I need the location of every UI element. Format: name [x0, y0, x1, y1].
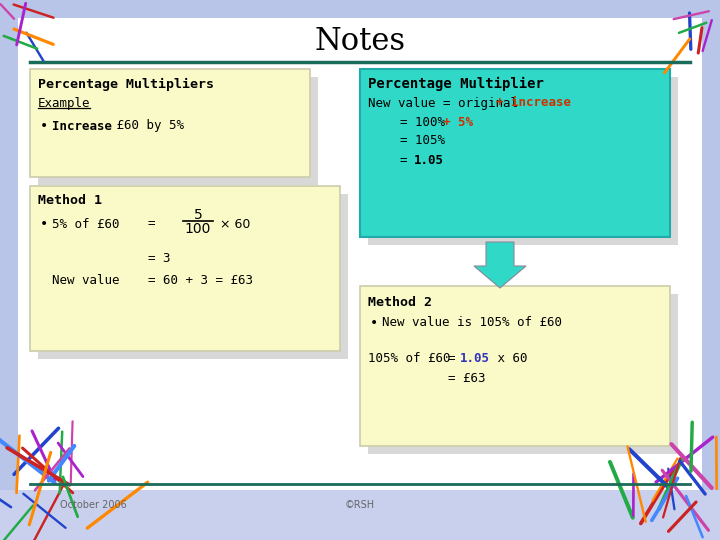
- Text: =: =: [400, 153, 415, 166]
- Text: 100: 100: [185, 222, 211, 236]
- Text: £60 by 5%: £60 by 5%: [109, 119, 184, 132]
- Text: •: •: [370, 316, 378, 330]
- Text: ©RSH: ©RSH: [345, 500, 375, 510]
- FancyBboxPatch shape: [18, 18, 702, 508]
- FancyBboxPatch shape: [360, 286, 670, 446]
- FancyBboxPatch shape: [0, 490, 720, 540]
- FancyBboxPatch shape: [30, 69, 310, 177]
- Polygon shape: [474, 242, 526, 288]
- Text: New value = original: New value = original: [368, 97, 526, 110]
- FancyBboxPatch shape: [38, 194, 348, 359]
- FancyBboxPatch shape: [38, 77, 318, 185]
- Text: = 100%: = 100%: [400, 116, 452, 129]
- Text: =: =: [448, 352, 463, 365]
- Text: October 2006: October 2006: [60, 500, 127, 510]
- Text: New value is 105% of £60: New value is 105% of £60: [382, 316, 562, 329]
- Text: + 5%: + 5%: [443, 116, 473, 129]
- Text: = 60 + 3 = £63: = 60 + 3 = £63: [148, 273, 253, 287]
- Text: 105% of £60: 105% of £60: [368, 352, 451, 365]
- FancyBboxPatch shape: [368, 77, 678, 245]
- FancyBboxPatch shape: [30, 186, 340, 351]
- FancyBboxPatch shape: [368, 294, 678, 454]
- Text: 1.05: 1.05: [460, 352, 490, 365]
- Text: = £63: = £63: [448, 372, 485, 384]
- Text: = 3: = 3: [148, 252, 171, 265]
- Text: 5% of £60: 5% of £60: [52, 218, 120, 231]
- Text: Increase: Increase: [52, 119, 112, 132]
- Text: = 105%: = 105%: [400, 134, 445, 147]
- Text: 5: 5: [194, 208, 202, 222]
- Text: New value: New value: [52, 273, 120, 287]
- Text: Example: Example: [38, 97, 91, 110]
- Text: Notes: Notes: [315, 26, 405, 57]
- Text: 1.05: 1.05: [414, 153, 444, 166]
- Text: Method 1: Method 1: [38, 194, 102, 207]
- Text: + increase: + increase: [496, 97, 571, 110]
- Text: •: •: [40, 217, 48, 231]
- Text: =: =: [148, 218, 156, 231]
- Text: Percentage Multiplier: Percentage Multiplier: [368, 77, 544, 91]
- Text: Method 2: Method 2: [368, 295, 432, 308]
- FancyBboxPatch shape: [360, 69, 670, 237]
- Text: Percentage Multipliers: Percentage Multipliers: [38, 77, 214, 91]
- Text: x 60: x 60: [490, 352, 528, 365]
- Text: •: •: [40, 119, 48, 133]
- Text: × 60: × 60: [220, 218, 251, 231]
